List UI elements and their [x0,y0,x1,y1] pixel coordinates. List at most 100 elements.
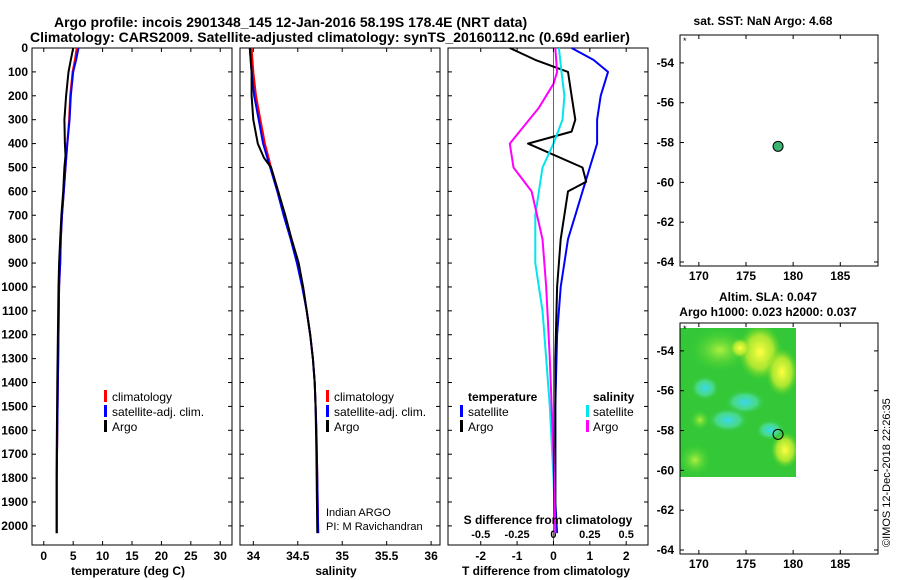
legend-title-salinity: salinity [593,390,635,404]
depth-tick-label: 600 [8,184,28,198]
difference-s-ticks: -0.5 -0.25 0 0.25 0.5 [471,529,634,541]
depth-tick-label: 1400 [1,376,28,390]
temperature-x-tick-label: 25 [184,549,198,563]
sst-map-frame [679,34,879,267]
credit-line-1: Indian ARGO [326,507,391,519]
sla-map-lon-ticks: 170 175 180 185 [689,323,851,571]
imos-timestamp: ©IMOS 12-Dec-2018 22:26:35 [881,398,893,547]
legend-title-temperature: temperature [468,390,538,404]
argo-float-marker [772,140,784,152]
sst-lon-tick-label: 180 [783,269,803,283]
sst-map-corner-marker: * [683,36,687,46]
legend-swatch-t-satellite [460,405,463,417]
sst-map-lon-ticks: 170 175 180 185 [689,35,851,283]
legend-label-s-satellite: satellite [593,405,634,419]
sla-heatmap-field [680,328,796,477]
sla-lat-tick-label: -62 [657,503,675,517]
legend-swatch-satellite [104,405,107,417]
depth-tick-label: 1200 [1,328,28,342]
salinity-x-tick-label: 36 [424,549,438,563]
legend-label-t-satellite: satellite [468,405,509,419]
difference-panel: -2 -1 0 1 2 -0.5 -0.25 0 0.25 0.5 T difference f… [447,47,649,578]
series-line-climatology [250,47,320,534]
difference-x-tick-label: 0 [550,549,557,563]
argo-float-marker [772,428,784,440]
depth-tick-label: 500 [8,160,28,174]
salinity-x-tick-label: 34.5 [286,549,310,563]
header-line1: Argo profile: incois 2901348_145 12-Jan-… [54,14,527,30]
depth-tick-label: 400 [8,137,28,151]
depth-tick-label: 100 [8,65,28,79]
depth-tick-label: 1100 [2,304,28,318]
temperature-x-tick-label: 30 [214,549,228,563]
difference-x-tick-label: 1 [586,549,593,563]
sla-lon-tick-label: 170 [689,557,709,571]
sst-map-points [772,140,784,152]
legend-swatch-s-satellite [586,405,589,417]
sla-lon-tick-label: 185 [830,557,850,571]
sst-lat-tick-label: -56 [657,96,675,110]
difference-legend: temperature satellite Argo salinity sate… [460,390,635,434]
sla-lat-tick-label: -58 [657,424,675,438]
temperature-x-tick-label: 20 [155,549,169,563]
temperature-x-tick-label: 10 [96,549,110,563]
salinity-x-ticks: 34 34.5 35 35.5 36 [247,48,438,563]
sst-lat-tick-label: -58 [657,136,675,150]
salinity-x-tick-label: 34 [247,549,261,563]
temperature-x-ticks: 0 5 10 15 20 25 30 [40,48,227,563]
difference-x-tick-label: -2 [475,549,486,563]
depth-tick-label: 700 [8,208,28,222]
difference-s-tick-label: -0.5 [471,529,490,541]
depth-tick-label: 0 [21,41,28,55]
series-line-satellite-adj-clim- [55,47,80,534]
sst-map-panel: sat. SST: NaN Argo: 4.68 * 170 175 180 185 … [657,14,879,283]
temperature-x-tick-label: 5 [70,549,77,563]
legend-swatch-t-argo [460,420,463,432]
salinity-axes-frame [239,47,441,546]
sla-lat-tick-label: -64 [657,543,675,557]
difference-s-tick-label: 0.5 [619,529,634,541]
series-line-s-argo [508,47,559,534]
difference-s-label: S difference from climatology [464,513,633,527]
sla-lon-tick-label: 180 [783,557,803,571]
temperature-axes-frame [31,47,233,546]
depth-tick-label: 1800 [1,471,28,485]
depth-tick-label: 2000 [1,519,28,533]
sla-lat-tick-label: -56 [657,384,675,398]
sla-map-panel: Altim. SLA: 0.047 Argo h1000: 0.023 h200… [657,290,879,571]
series-line-s-satellite [534,47,566,534]
sla-map-lat-ticks: -54 -56 -58 -60 -62 -64 [657,344,878,557]
temperature-x-tick-label: 0 [40,549,47,563]
salinity-y-ticks [240,47,440,527]
sla-map-corner-marker: * [683,324,687,334]
difference-s-tick-label: 0.25 [579,529,600,541]
salinity-x-tick-label: 35 [336,549,350,563]
sla-map-title-line1: Altim. SLA: 0.047 [719,290,817,304]
depth-tick-label: 1500 [1,399,28,413]
sst-lat-tick-label: -62 [657,215,675,229]
salinity-x-tick-label: 35.5 [375,549,399,563]
legend-label-satellite: satellite-adj. clim. [112,405,204,419]
temperature-x-tick-label: 15 [125,549,139,563]
temperature-series [55,47,80,534]
legend-label-argo: Argo [334,420,360,434]
depth-tick-label: 800 [8,232,28,246]
sla-map-frame [679,322,879,555]
salinity-legend: climatology satellite-adj. clim. Argo [326,390,426,434]
legend-label-argo: Argo [112,420,138,434]
legend-swatch-climatology [104,390,107,402]
legend-swatch-s-argo [586,420,589,432]
difference-y-ticks [448,47,648,527]
difference-s-tick-label: -0.25 [505,529,530,541]
salinity-panel: 34 34.5 35 35.5 36 salinity climatology sate… [239,47,441,578]
legend-swatch-climatology [326,390,329,402]
sst-lat-tick-label: -64 [657,255,675,269]
depth-tick-label: 200 [8,89,28,103]
legend-label-climatology: climatology [334,390,394,404]
sla-lon-tick-label: 175 [736,557,756,571]
difference-x-tick-label: -1 [512,549,523,563]
difference-x-ticks: -2 -1 0 1 2 [475,48,630,563]
salinity-series [248,47,320,534]
depth-tick-label: 1600 [1,423,28,437]
